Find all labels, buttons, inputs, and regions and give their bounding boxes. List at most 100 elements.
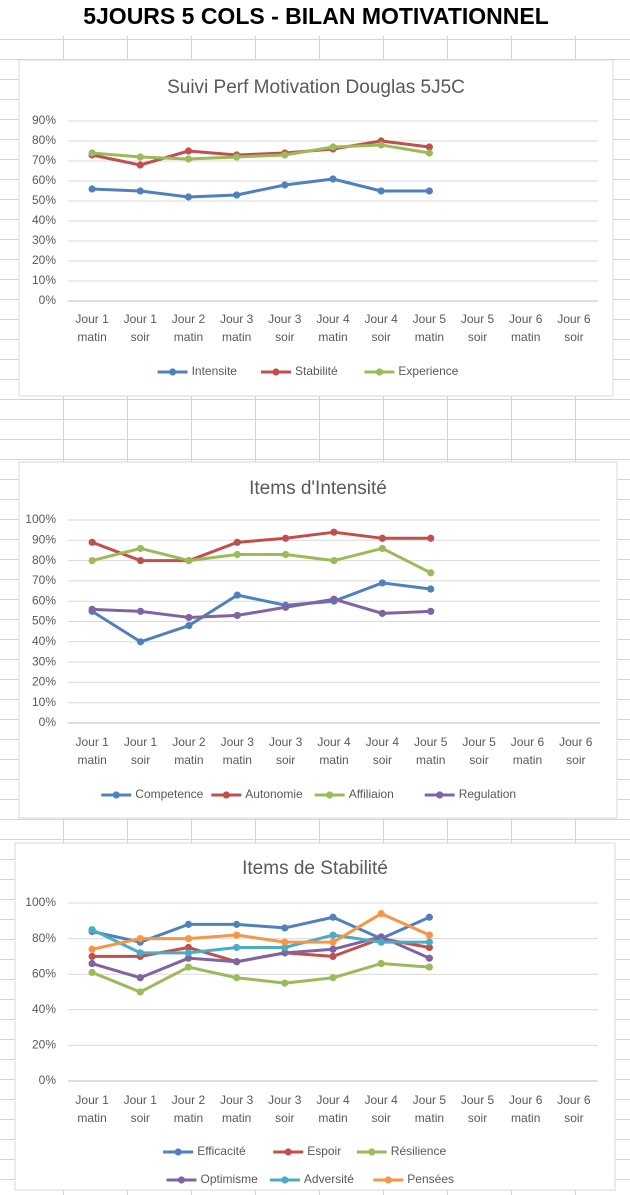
x-tick-label: Jour 3 soir bbox=[268, 312, 302, 344]
x-tick-line: Jour 6 bbox=[509, 1093, 543, 1107]
x-tick-line: soir bbox=[468, 330, 487, 344]
x-tick-label: Jour 1 matin bbox=[75, 312, 109, 344]
legend-label: Adversité bbox=[304, 1172, 354, 1186]
x-tick-line: soir bbox=[564, 330, 583, 344]
legend-label: Pensées bbox=[407, 1172, 454, 1186]
x-tick-line: Jour 1 bbox=[124, 1093, 158, 1107]
legend-label: Stabilité bbox=[295, 364, 338, 378]
x-tick-line: soir bbox=[566, 753, 585, 767]
point bbox=[136, 161, 144, 169]
x-tick-label: Jour 5 soir bbox=[462, 735, 496, 767]
point bbox=[233, 958, 241, 966]
y-tick-label: 80% bbox=[32, 133, 56, 147]
series-line bbox=[92, 597, 431, 619]
point bbox=[88, 926, 96, 934]
x-tick-line: soir bbox=[131, 753, 150, 767]
x-tick-line: soir bbox=[131, 330, 150, 344]
point bbox=[136, 153, 144, 161]
legend-marker bbox=[174, 1148, 182, 1156]
x-tick-line: soir bbox=[468, 1111, 487, 1125]
y-tick-label: 70% bbox=[32, 573, 56, 587]
point bbox=[184, 954, 193, 962]
series-line bbox=[91, 912, 430, 951]
x-tick-line: Jour 2 bbox=[172, 1093, 206, 1107]
x-tick-label: Jour 4 matin bbox=[316, 1093, 350, 1125]
y-tick-label: 0% bbox=[39, 715, 57, 729]
x-tick-label: Jour 4 soir bbox=[365, 312, 399, 344]
point bbox=[425, 931, 433, 939]
x-tick-line: soir bbox=[276, 753, 295, 767]
legend-label: Optimisme bbox=[201, 1172, 259, 1186]
x-tick-line: soir bbox=[275, 330, 294, 344]
y-tick-label: 60% bbox=[32, 593, 56, 607]
point bbox=[281, 943, 289, 952]
y-tick-label: 10% bbox=[32, 273, 56, 287]
x-tick-label: Jour 6 matin bbox=[511, 735, 545, 767]
series-line bbox=[91, 143, 430, 161]
x-tick-line: Jour 3 bbox=[220, 312, 254, 326]
point bbox=[329, 913, 337, 921]
point bbox=[136, 988, 144, 996]
x-tick-line: matin bbox=[77, 1111, 106, 1125]
x-tick-line: matin bbox=[416, 753, 445, 767]
y-tick-label: 40% bbox=[32, 634, 56, 648]
point bbox=[233, 550, 241, 559]
point bbox=[329, 931, 337, 939]
point bbox=[330, 528, 338, 536]
x-tick-line: matin bbox=[174, 1111, 203, 1125]
point bbox=[233, 591, 241, 599]
y-tick-label: 0% bbox=[39, 293, 57, 307]
chart-title: Suivi Perf Motivation Douglas 5J5C bbox=[167, 77, 465, 98]
point bbox=[184, 963, 193, 971]
x-tick-line: soir bbox=[469, 753, 488, 767]
x-tick-line: matin bbox=[222, 330, 251, 344]
point bbox=[329, 952, 337, 961]
point bbox=[330, 557, 338, 565]
point bbox=[281, 949, 289, 957]
point bbox=[377, 933, 385, 941]
x-tick-line: Jour 3 bbox=[220, 1093, 254, 1107]
point bbox=[184, 920, 193, 928]
series-line bbox=[91, 928, 430, 955]
x-tick-line: Jour 3 bbox=[221, 735, 255, 749]
legend-label: Intensite bbox=[192, 364, 238, 378]
x-tick-line: matin bbox=[415, 330, 444, 344]
x-tick-label: Jour 3 soir bbox=[269, 735, 303, 767]
point bbox=[378, 579, 386, 587]
x-tick-line: matin bbox=[415, 1111, 444, 1125]
point bbox=[281, 924, 289, 932]
x-tick-line: Jour 3 bbox=[269, 735, 303, 749]
y-tick-label: 40% bbox=[32, 1002, 56, 1016]
point bbox=[281, 151, 289, 159]
x-tick-line: Jour 2 bbox=[172, 312, 206, 326]
point bbox=[329, 945, 337, 953]
point bbox=[184, 155, 193, 163]
y-tick-label: 20% bbox=[32, 675, 56, 689]
x-tick-line: Jour 4 bbox=[316, 1093, 350, 1107]
x-tick-line: matin bbox=[511, 330, 540, 344]
point bbox=[184, 949, 193, 957]
chart-area bbox=[18, 461, 618, 819]
point bbox=[427, 534, 435, 542]
legend-marker bbox=[326, 791, 334, 799]
x-tick-line: matin bbox=[319, 753, 348, 767]
legend-marker bbox=[436, 791, 444, 799]
point bbox=[88, 959, 96, 968]
legend-marker bbox=[384, 1176, 392, 1184]
point bbox=[329, 143, 337, 151]
x-tick-label: Jour 6 soir bbox=[559, 735, 593, 767]
point bbox=[136, 949, 144, 957]
x-tick-label: Jour 3 matin bbox=[221, 735, 255, 767]
x-tick-label: Jour 1 matin bbox=[75, 1093, 109, 1125]
point bbox=[425, 187, 433, 195]
series-line bbox=[91, 581, 431, 644]
x-tick-label: Jour 6 matin bbox=[509, 1093, 543, 1125]
point bbox=[184, 943, 193, 952]
x-tick-line: Jour 2 bbox=[172, 735, 206, 749]
point bbox=[88, 968, 96, 977]
x-tick-label: Jour 4 soir bbox=[365, 1093, 399, 1125]
legend-marker bbox=[284, 1148, 292, 1156]
y-tick-label: 100% bbox=[25, 512, 56, 526]
chart-title: Items d'Intensité bbox=[249, 478, 387, 499]
y-tick-label: 60% bbox=[32, 966, 56, 980]
